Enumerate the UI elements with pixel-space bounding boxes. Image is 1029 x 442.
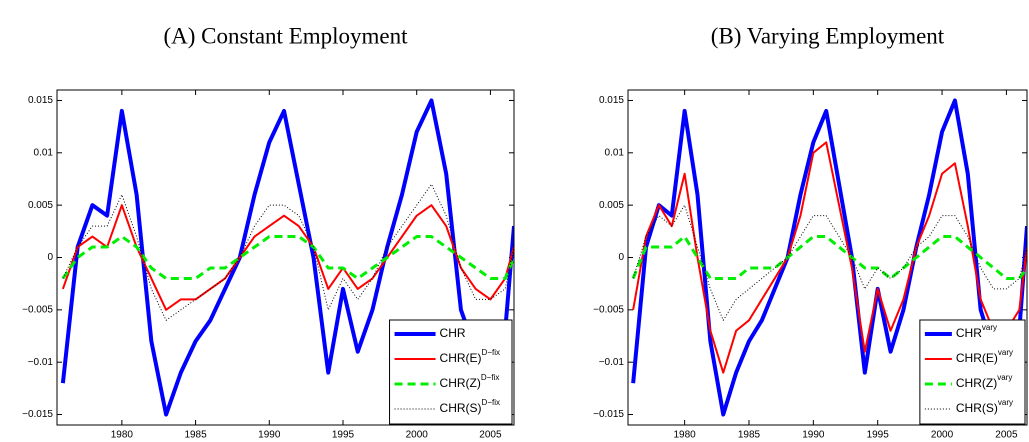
legend-superscript: vary <box>998 348 1013 357</box>
x-tick-label: 1995 <box>332 430 355 441</box>
y-tick-label: −0.01 <box>28 357 54 368</box>
x-tick-label: 2005 <box>479 430 502 441</box>
x-tick-label: 1985 <box>184 430 207 441</box>
chart-title: (A) Constant Employment <box>163 23 408 48</box>
legend-superscript: vary <box>997 373 1012 382</box>
y-tick-label: 0.015 <box>28 95 53 106</box>
series-line <box>632 141 1027 374</box>
legend-superscript: vary <box>998 398 1013 407</box>
y-tick-label: −0.015 <box>593 409 624 420</box>
x-tick-label: 2000 <box>406 430 429 441</box>
panel: (A) Constant Employment −0.015 −0.01 −0.005… <box>22 23 515 441</box>
y-tick-label: 0.015 <box>599 95 624 106</box>
y-tick-label: 0.005 <box>28 200 53 211</box>
y-tick-label: 0.01 <box>34 147 54 158</box>
legend-superscript: D−fix <box>482 398 500 407</box>
y-tick-label: 0.01 <box>605 147 625 158</box>
x-tick-label: 1985 <box>738 430 761 441</box>
x-tick-label: 1990 <box>802 430 825 441</box>
legend-superscript: D−fix <box>482 348 500 357</box>
x-tick-label: 1990 <box>258 430 281 441</box>
legend-box <box>389 319 513 425</box>
y-tick-label: −0.015 <box>22 409 53 420</box>
y-tick-label: 0.005 <box>599 200 624 211</box>
legend-box <box>919 319 1026 425</box>
series-line <box>60 98 514 417</box>
series-line <box>631 98 1027 417</box>
series-line <box>62 183 514 321</box>
legend-superscript: vary <box>982 323 997 332</box>
plot-frame <box>627 89 1028 426</box>
panel: (B) Varying Employment −0.015 −0.01 −0.005 0… <box>593 23 1028 441</box>
x-tick-label: 2005 <box>995 430 1018 441</box>
y-tick-label: 0 <box>618 252 624 263</box>
y-tick-label: −0.01 <box>599 357 625 368</box>
legend-superscript: D−fix <box>481 373 499 382</box>
y-tick-label: −0.005 <box>22 304 53 315</box>
series-line <box>631 235 1027 280</box>
series-line <box>61 235 514 280</box>
chart-title: (B) Varying Employment <box>711 23 945 48</box>
x-tick-label: 1995 <box>867 430 890 441</box>
y-tick-label: −0.005 <box>593 304 624 315</box>
x-tick-label: 2000 <box>931 430 954 441</box>
x-tick-label: 1980 <box>674 430 697 441</box>
legend-label: CHR <box>440 326 466 340</box>
plot-frame <box>56 89 515 426</box>
y-tick-label: 0 <box>47 252 53 263</box>
series-line <box>61 204 514 311</box>
series-line <box>632 204 1027 321</box>
x-tick-label: 1980 <box>111 430 134 441</box>
